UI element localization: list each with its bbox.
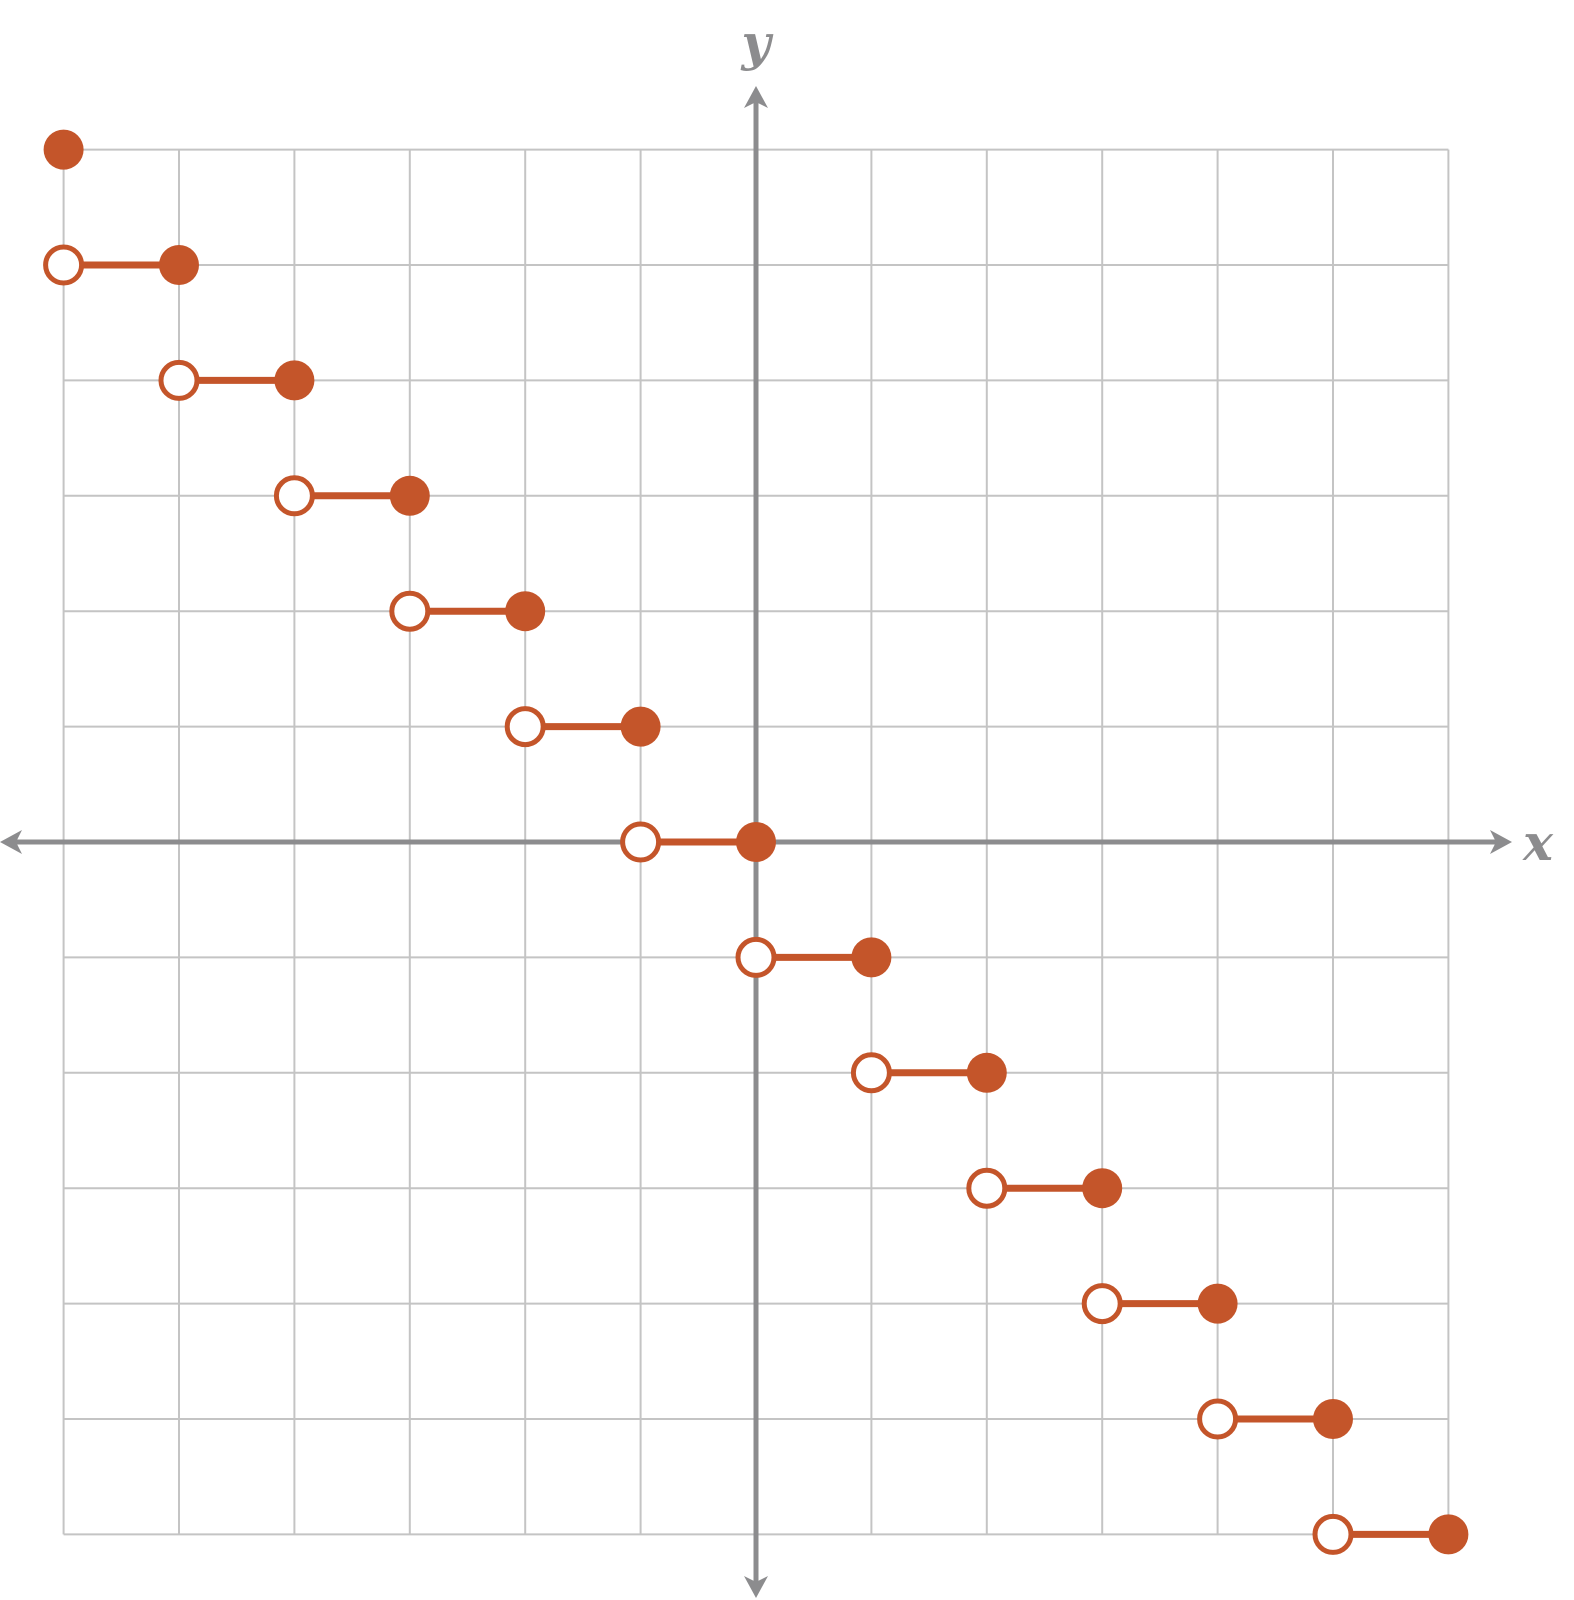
- open-endpoint: [1312, 1513, 1354, 1555]
- open-endpoint: [735, 936, 777, 978]
- open-endpoint: [850, 1052, 892, 1094]
- closed-endpoint: [1313, 1399, 1353, 1439]
- x-axis-arrow-right: [1490, 830, 1512, 854]
- closed-endpoint: [159, 245, 199, 285]
- step-series: [43, 129, 1469, 1555]
- x-axis-label: x: [1522, 813, 1554, 872]
- open-endpoint: [504, 706, 546, 748]
- closed-endpoint: [274, 360, 315, 401]
- closed-endpoint: [851, 937, 892, 978]
- y-axis-label: y: [740, 13, 773, 72]
- closed-endpoint: [736, 822, 776, 862]
- open-endpoint: [389, 590, 431, 632]
- closed-endpoint: [389, 475, 430, 516]
- open-endpoint: [43, 244, 85, 286]
- closed-endpoint: [620, 706, 661, 747]
- closed-endpoint: [1197, 1283, 1238, 1324]
- closed-endpoint: [1428, 1514, 1469, 1555]
- open-endpoint: [966, 1167, 1008, 1209]
- open-endpoint: [1081, 1283, 1123, 1325]
- open-endpoint: [1197, 1398, 1239, 1440]
- closed-endpoint: [43, 129, 84, 170]
- closed-endpoint: [1082, 1168, 1123, 1209]
- open-endpoint: [273, 475, 315, 517]
- open-endpoint: [620, 821, 662, 863]
- closed-endpoint: [966, 1052, 1007, 1093]
- y-axis-arrow-up: [744, 86, 768, 108]
- x-axis-arrow-left: [0, 830, 22, 854]
- y-axis-arrow-down: [744, 1576, 768, 1598]
- closed-endpoint: [505, 591, 546, 632]
- open-endpoint: [158, 359, 200, 401]
